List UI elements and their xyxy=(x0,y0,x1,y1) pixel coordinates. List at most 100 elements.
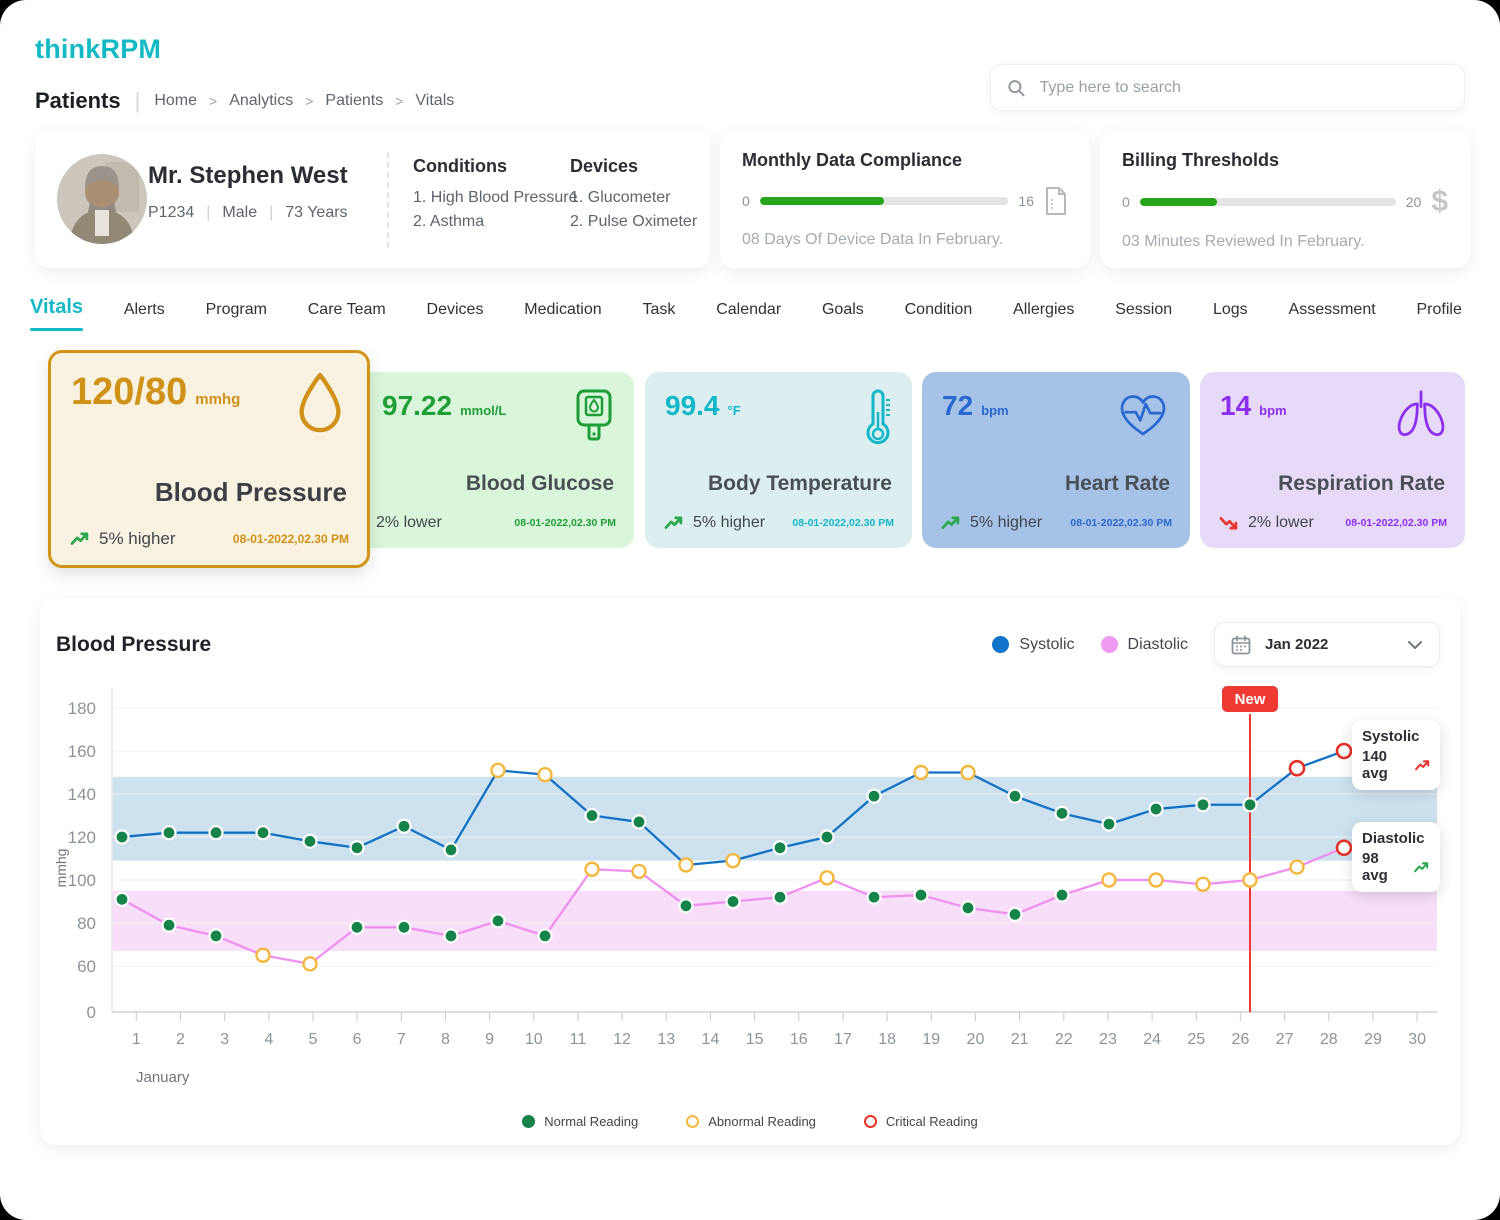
systolic-point-12[interactable] xyxy=(631,814,647,830)
systolic-point-13[interactable] xyxy=(678,857,694,873)
systolic-point-21[interactable] xyxy=(1054,805,1070,821)
diastolic-point-5[interactable] xyxy=(302,956,318,972)
vital-card-heart-rate[interactable]: 72 bpm Heart Rate 5% higher 08-01-2022,02… xyxy=(922,372,1190,548)
systolic-point-27[interactable] xyxy=(1335,742,1353,760)
diastolic-point-19[interactable] xyxy=(960,900,976,916)
search-bar[interactable] xyxy=(990,64,1465,111)
diastolic-point-10[interactable] xyxy=(537,928,553,944)
vital-card-blood-glucose[interactable]: 97.22 mmol/L Blood Glucose 2% lower 08-01… xyxy=(358,372,634,548)
tab-calendar[interactable]: Calendar xyxy=(716,301,782,318)
document-icon xyxy=(1046,187,1066,215)
systolic-point-8[interactable] xyxy=(443,842,459,858)
diastolic-point-4[interactable] xyxy=(255,947,271,963)
tab-vitals[interactable]: Vitals xyxy=(30,296,83,331)
diastolic-point-8[interactable] xyxy=(443,928,459,944)
systolic-point-15[interactable] xyxy=(772,840,788,856)
vital-card-body-temperature[interactable]: 99.4 °F Body Temperature 5% higher 08-01-… xyxy=(645,372,912,548)
systolic-point-14[interactable] xyxy=(725,852,741,869)
breadcrumb-analytics[interactable]: Analytics xyxy=(229,92,294,109)
diastolic-point-24[interactable] xyxy=(1195,876,1211,893)
systolic-point-16[interactable] xyxy=(819,829,835,845)
diastolic-point-12[interactable] xyxy=(631,863,647,880)
systolic-point-10[interactable] xyxy=(537,766,553,783)
breadcrumb-patients[interactable]: Patients xyxy=(325,92,384,109)
tab-program[interactable]: Program xyxy=(205,301,267,318)
month-selector[interactable]: Jan 2022 xyxy=(1214,622,1440,667)
tab-condition[interactable]: Condition xyxy=(904,301,973,318)
tab-goals[interactable]: Goals xyxy=(821,301,864,318)
svg-text:30: 30 xyxy=(1408,1031,1426,1048)
tab-medication[interactable]: Medication xyxy=(524,301,602,318)
tab-allergies[interactable]: Allergies xyxy=(1013,301,1075,318)
legend-diastolic-label: Diastolic xyxy=(1127,635,1188,653)
systolic-point-4[interactable] xyxy=(255,825,271,841)
breadcrumb-home[interactable]: Home xyxy=(154,92,197,109)
tab-alerts[interactable]: Alerts xyxy=(123,301,165,318)
vital-card-blood-pressure[interactable]: 120/80 mmhg Blood Pressure 5% higher 08-0… xyxy=(48,350,370,568)
diastolic-point-26[interactable] xyxy=(1289,859,1305,875)
systolic-point-5[interactable] xyxy=(302,833,318,849)
tab-profile[interactable]: Profile xyxy=(1416,301,1462,318)
conditions-section: Conditions 1. High Blood Pressure 2. Ast… xyxy=(413,156,578,234)
diastolic-point-16[interactable] xyxy=(819,870,835,886)
diastolic-point-25[interactable] xyxy=(1242,872,1258,888)
systolic-point-1[interactable] xyxy=(114,829,130,845)
systolic-point-25[interactable] xyxy=(1242,797,1258,813)
systolic-point-2[interactable] xyxy=(161,825,177,841)
normal-reading-dot xyxy=(522,1115,536,1128)
diastolic-point-21[interactable] xyxy=(1054,887,1070,903)
systolic-point-3[interactable] xyxy=(208,825,224,841)
tab-logs[interactable]: Logs xyxy=(1212,301,1248,318)
svg-text:New: New xyxy=(1235,691,1266,708)
diastolic-point-9[interactable] xyxy=(490,913,506,929)
systolic-point-18[interactable] xyxy=(913,764,929,781)
vital-card-respiration-rate[interactable]: 14 bpm Respiration Rate 2% lower 08-01-20… xyxy=(1200,372,1465,548)
diastolic-point-15[interactable] xyxy=(772,889,788,905)
breadcrumb-vitals[interactable]: Vitals xyxy=(415,92,455,109)
diastolic-point-22[interactable] xyxy=(1101,872,1117,888)
diastolic-point-6[interactable] xyxy=(349,919,365,935)
avatar xyxy=(57,154,147,244)
tab-care-team[interactable]: Care Team xyxy=(307,301,386,318)
legend-systolic[interactable]: Systolic xyxy=(992,636,1075,654)
systolic-point-19[interactable] xyxy=(960,764,976,781)
tab-assessment[interactable]: Assessment xyxy=(1288,301,1376,318)
systolic-point-6[interactable] xyxy=(349,840,365,856)
resp-trend: 2% lower xyxy=(1248,514,1314,531)
diastolic-point-7[interactable] xyxy=(396,919,412,935)
legend-diastolic[interactable]: Diastolic xyxy=(1100,635,1188,654)
diastolic-point-20[interactable] xyxy=(1007,906,1023,922)
diastolic-point-18[interactable] xyxy=(913,887,929,903)
systolic-point-7[interactable] xyxy=(396,818,412,834)
systolic-point-26[interactable] xyxy=(1288,759,1306,777)
diastolic-point-14[interactable] xyxy=(725,893,741,910)
diastolic-point-2[interactable] xyxy=(161,917,177,933)
systolic-point-9[interactable] xyxy=(490,762,506,779)
diastolic-point-23[interactable] xyxy=(1148,872,1164,888)
systolic-point-11[interactable] xyxy=(584,807,600,824)
svg-text:100: 100 xyxy=(68,871,96,890)
search-icon xyxy=(1008,79,1025,96)
brand-logo[interactable]: thinkRPM xyxy=(35,34,162,64)
diastolic-point-17[interactable] xyxy=(866,889,882,905)
diastolic-point-11[interactable] xyxy=(584,861,600,877)
device-item: 2. Pulse Oximeter xyxy=(570,213,698,230)
diastolic-point-13[interactable] xyxy=(678,898,694,914)
search-input[interactable] xyxy=(1039,78,1448,97)
diastolic-point-27[interactable] xyxy=(1335,839,1353,857)
systolic-point-20[interactable] xyxy=(1007,788,1023,804)
systolic-point-23[interactable] xyxy=(1148,801,1164,817)
svg-text:180: 180 xyxy=(68,699,96,718)
tab-task[interactable]: Task xyxy=(642,301,676,318)
trend-up-icon xyxy=(70,532,89,545)
svg-text:24: 24 xyxy=(1143,1031,1161,1048)
systolic-point-17[interactable] xyxy=(866,788,882,804)
svg-text:80: 80 xyxy=(77,914,96,933)
tab-devices[interactable]: Devices xyxy=(426,301,484,318)
systolic-point-24[interactable] xyxy=(1195,797,1211,813)
tab-session[interactable]: Session xyxy=(1115,301,1173,318)
diastolic-point-3[interactable] xyxy=(208,928,224,944)
meta-divider: | xyxy=(206,204,211,221)
diastolic-point-1[interactable] xyxy=(114,891,130,907)
systolic-point-22[interactable] xyxy=(1101,816,1117,832)
